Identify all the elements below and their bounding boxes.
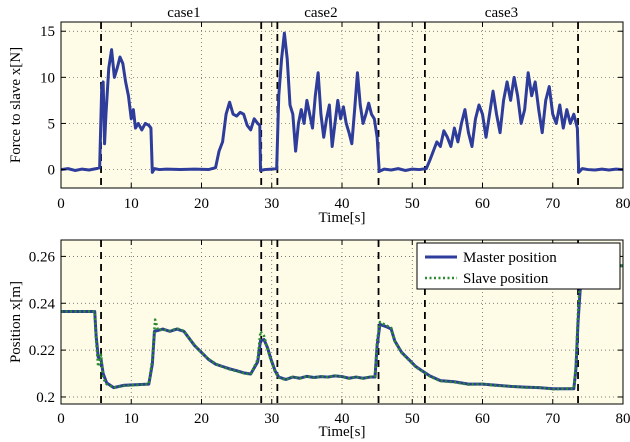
x-tick-label: 50 — [405, 196, 420, 212]
x-tick-label: 40 — [335, 411, 350, 427]
y-axis-label: Force to slave x[N] — [8, 47, 24, 163]
y-tick-label: 0.22 — [29, 343, 55, 359]
x-tick-label: 30 — [264, 196, 279, 212]
y-tick-label: 5 — [48, 116, 56, 132]
x-tick-label: 30 — [264, 411, 279, 427]
y-tick-label: 0.2 — [36, 390, 55, 406]
y-tick-label: 0.26 — [29, 249, 56, 265]
x-axis-label: Time[s] — [319, 424, 366, 440]
legend-label: Master position — [463, 250, 557, 266]
series-line-0 — [60, 31, 624, 174]
case-label: case1 — [167, 5, 200, 21]
x-tick-label: 50 — [405, 411, 420, 427]
legend-box — [416, 242, 621, 290]
x-tick-label: 10 — [124, 196, 139, 212]
x-axis-label: Time[s] — [319, 210, 366, 226]
y-axis-label: Position x[m] — [8, 281, 24, 363]
x-tick-label: 0 — [57, 411, 65, 427]
series-line-slave-position — [61, 249, 623, 391]
x-tick-label: 70 — [545, 411, 560, 427]
case-label: case3 — [485, 5, 518, 21]
x-tick-label: 80 — [616, 411, 630, 427]
x-tick-label: 40 — [335, 196, 350, 212]
x-tick-label: 60 — [475, 196, 490, 212]
y-tick-label: 0.24 — [29, 296, 56, 312]
x-tick-label: 20 — [194, 196, 209, 212]
x-tick-label: 20 — [194, 411, 209, 427]
plot-area — [61, 22, 623, 188]
legend-label: Slave position — [463, 271, 549, 287]
x-tick-label: 80 — [616, 196, 630, 212]
case-label: case2 — [304, 5, 337, 21]
x-tick-label: 0 — [57, 196, 65, 212]
x-tick-label: 10 — [124, 411, 139, 427]
x-tick-label: 70 — [545, 196, 560, 212]
x-tick-label: 60 — [475, 411, 490, 427]
y-tick-label: 15 — [40, 24, 55, 40]
y-tick-label: 10 — [40, 70, 55, 86]
y-tick-label: 0 — [48, 163, 56, 179]
